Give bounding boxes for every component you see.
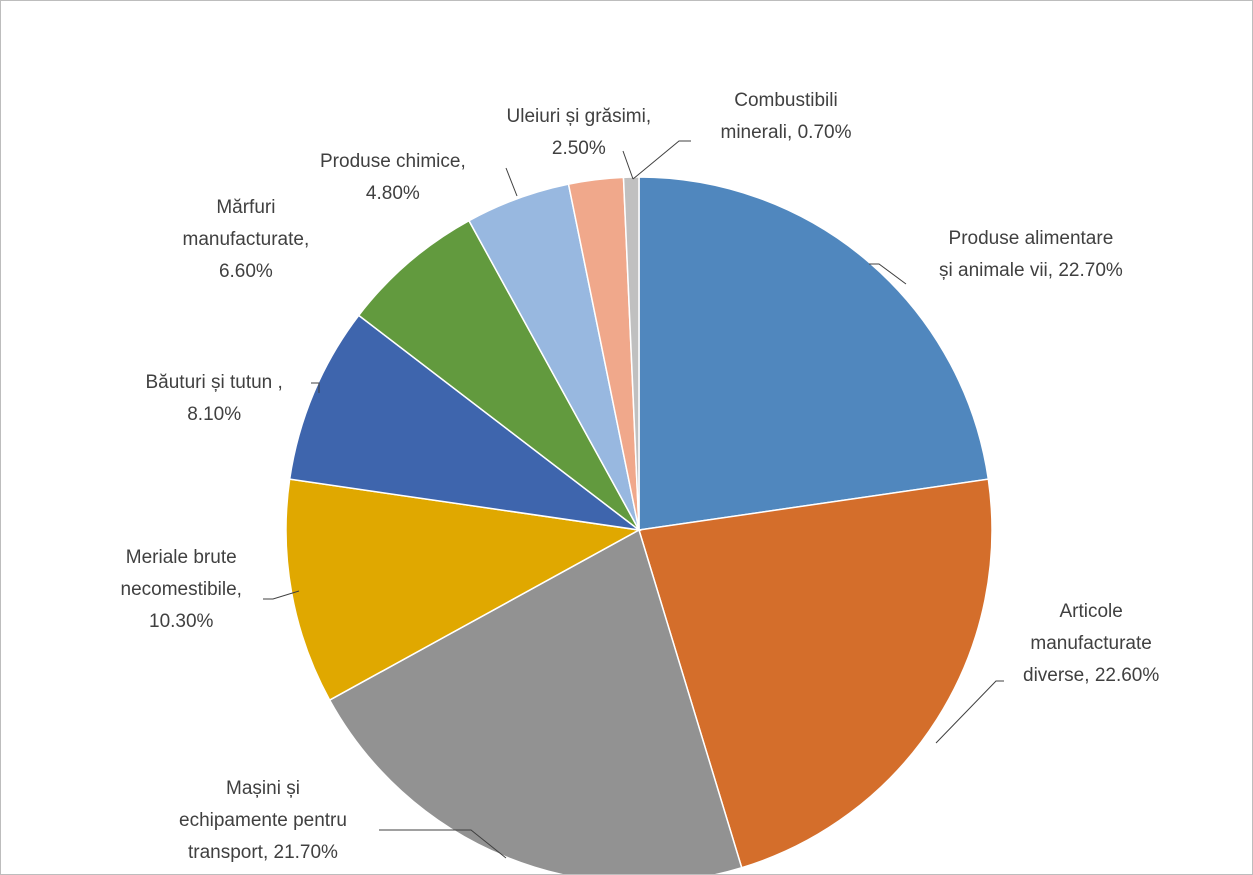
- label-separator: ,: [645, 106, 652, 127]
- leader-line: [935, 680, 1004, 744]
- label-separator: ,: [277, 372, 283, 393]
- data-label: Mărfuri manufacturate, 6.60%: [183, 192, 310, 288]
- label-category: Mașini și echipamente pentru transport: [179, 778, 347, 863]
- value-label: 4.80%: [365, 183, 420, 204]
- label-category: Combustibili minerali: [720, 90, 838, 143]
- label-category: Băuturi și tutun: [145, 372, 278, 393]
- value-label: 22.70%: [1058, 260, 1123, 281]
- label-separator: ,: [303, 229, 310, 250]
- data-label: Articole manufacturate diverse, 22.60%: [1023, 596, 1159, 692]
- pie-slice: [357, 219, 640, 531]
- data-label: Combustibili minerali, 0.70%: [721, 85, 852, 149]
- pie-slice: [638, 176, 990, 531]
- leader-line: [379, 829, 507, 859]
- pie-slice: [622, 176, 640, 531]
- label-separator: ,: [1047, 260, 1059, 281]
- label-category: Meriale brute necomestibile: [120, 547, 237, 600]
- label-category: Mărfuri manufacturate: [182, 197, 304, 250]
- leader-line: [505, 167, 518, 197]
- label-separator: ,: [787, 122, 798, 143]
- label-separator: ,: [262, 842, 274, 863]
- leader-line: [869, 263, 907, 285]
- label-category: Produse alimentare și animale vii: [939, 228, 1114, 281]
- label-category: Produse chimice: [320, 151, 461, 172]
- value-label: 8.10%: [187, 404, 242, 425]
- data-label: Mașini și echipamente pentru transport, …: [179, 773, 347, 869]
- data-label: Meriale brute necomestibile, 10.30%: [121, 542, 242, 638]
- leader-line: [311, 382, 320, 393]
- value-label: 22.60%: [1094, 665, 1160, 686]
- data-label: Produse chimice, 4.80%: [320, 146, 466, 210]
- label-separator: ,: [460, 151, 466, 172]
- label-separator: ,: [1084, 665, 1095, 686]
- pie-slice: [328, 528, 743, 874]
- value-label: 6.60%: [218, 261, 273, 282]
- value-label: 2.50%: [551, 138, 606, 159]
- label-separator: ,: [236, 579, 242, 600]
- data-label: Uleiuri și grăsimi, 2.50%: [507, 101, 652, 165]
- data-label: Produse alimentare și animale vii, 22.70…: [939, 223, 1123, 287]
- value-label: 21.70%: [273, 842, 338, 863]
- data-label: Băuturi și tutun , 8.10%: [146, 367, 283, 431]
- value-label: 0.70%: [797, 122, 852, 143]
- pie-slice: [638, 478, 993, 869]
- leader-line: [622, 150, 634, 180]
- value-label: 10.30%: [149, 611, 214, 632]
- pie-slice: [288, 314, 642, 532]
- label-category: Uleiuri și grăsimi: [506, 106, 646, 127]
- leader-line: [632, 140, 691, 180]
- leader-line: [263, 590, 300, 600]
- label-category: Articole manufacturate diverse: [1023, 601, 1152, 686]
